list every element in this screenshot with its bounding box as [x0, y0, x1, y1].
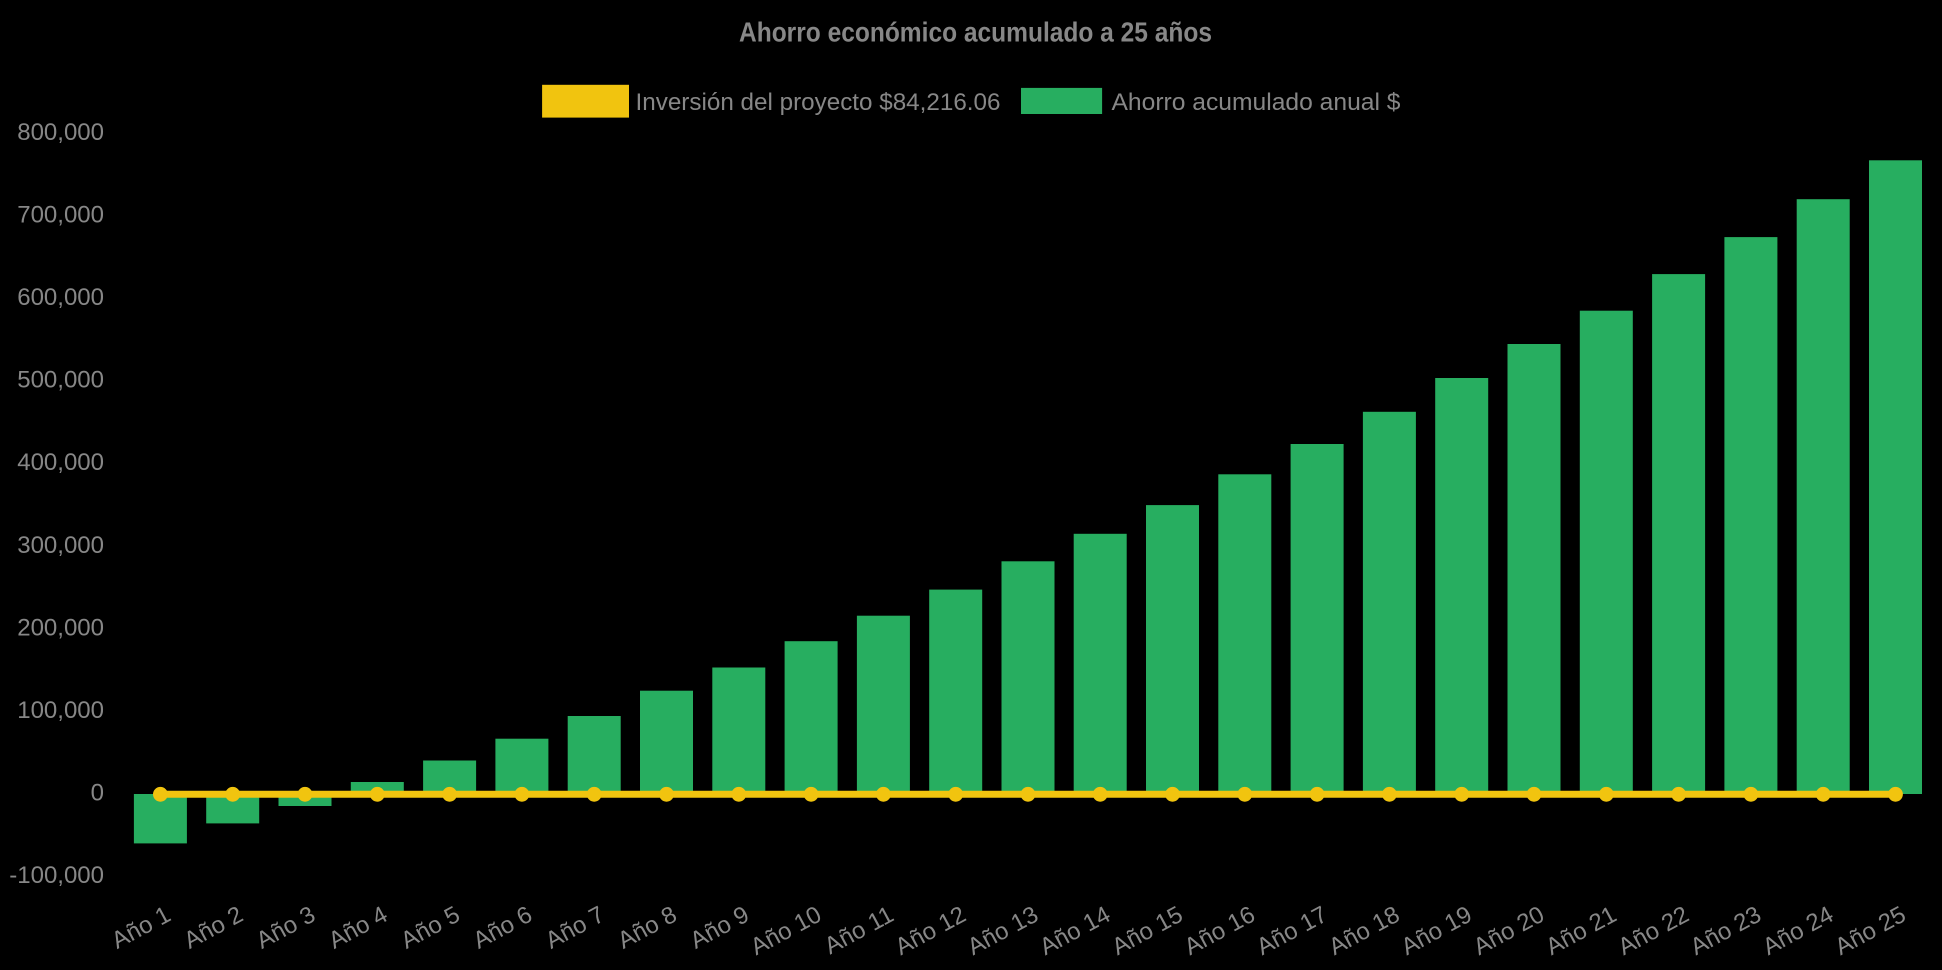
svg-text:Inversión del proyecto $84,216: Inversión del proyecto $84,216.06 — [636, 89, 1001, 116]
svg-text:Ahorro acumulado anual $: Ahorro acumulado anual $ — [1112, 89, 1401, 116]
svg-text:300,000: 300,000 — [17, 532, 104, 559]
svg-text:-100,000: -100,000 — [9, 862, 104, 889]
svg-text:100,000: 100,000 — [17, 697, 104, 724]
svg-text:0: 0 — [91, 780, 104, 807]
svg-text:Ahorro económico acumulado a 2: Ahorro económico acumulado a 25 años — [739, 17, 1212, 48]
svg-text:200,000: 200,000 — [17, 614, 104, 641]
svg-text:700,000: 700,000 — [17, 201, 104, 228]
svg-text:600,000: 600,000 — [17, 284, 104, 311]
svg-text:400,000: 400,000 — [17, 449, 104, 476]
svg-text:500,000: 500,000 — [17, 367, 104, 394]
svg-text:800,000: 800,000 — [17, 119, 104, 146]
